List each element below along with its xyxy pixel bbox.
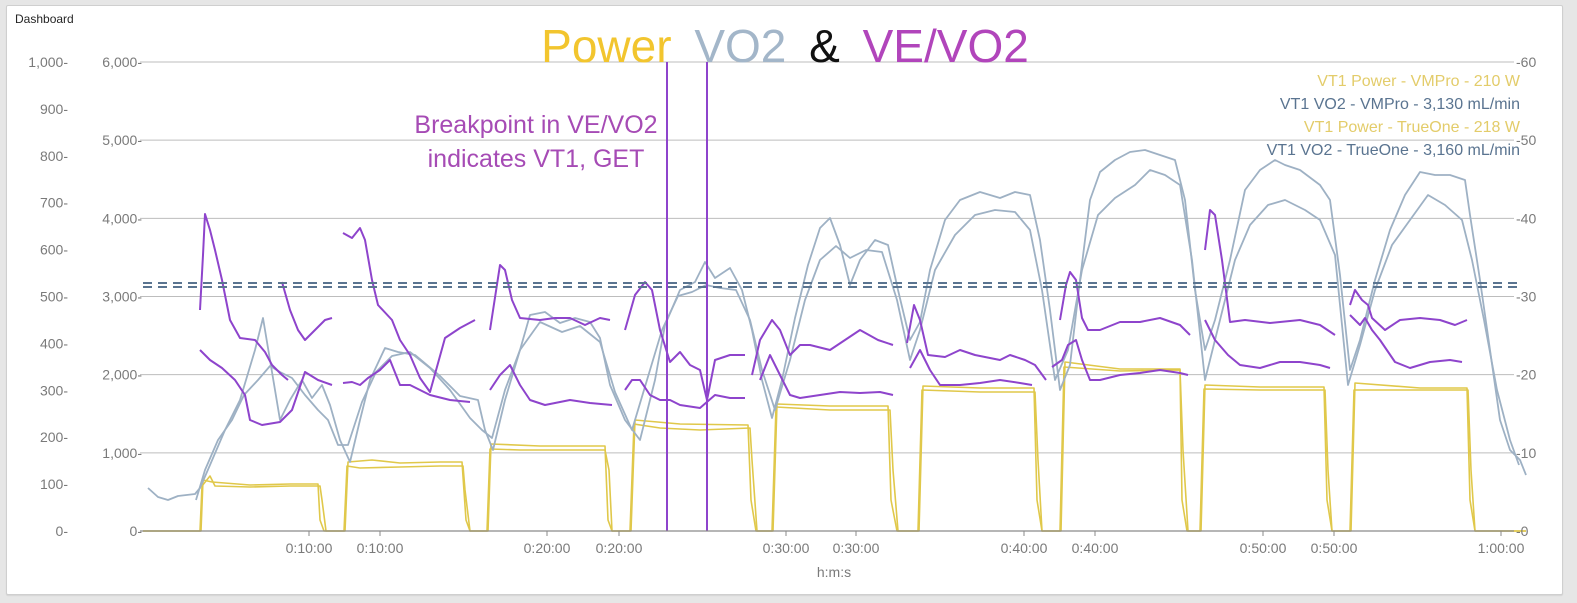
title-vo2: VO2 — [694, 20, 786, 72]
vevo2-line — [906, 304, 1047, 381]
annotation-line-1: Breakpoint in VE/VO2 — [414, 111, 657, 139]
power-line — [143, 361, 1526, 532]
vevo2-line — [342, 359, 471, 403]
vo2-tick: 4,000- — [102, 210, 142, 226]
vo2-axis: 6,000- 5,000- 4,000- 3,000- 2,000- 1,000- 0- — [102, 54, 142, 539]
vevo2-tick: -10 — [1516, 445, 1536, 461]
power-tick: 400- — [40, 335, 68, 351]
x-tick-label: 1:00:00 — [1478, 540, 1525, 556]
vevo2-tick: -0 — [1516, 523, 1529, 539]
x-tick-label: 0:30:00 — [833, 540, 880, 556]
power-tick: 200- — [40, 429, 68, 445]
power-line — [143, 366, 1526, 532]
vevo2-line — [1051, 339, 1189, 381]
vo2-series — [147, 149, 1527, 501]
panel-title: Dashboard — [15, 12, 74, 26]
vevo2-line — [199, 349, 333, 426]
power-tick: 300- — [40, 382, 68, 398]
power-tick: 900- — [40, 101, 68, 117]
vt1-reference-lines — [143, 282, 1520, 288]
x-tick-label: 0:30:00 — [763, 540, 810, 556]
power-tick: 1,000- — [28, 54, 68, 70]
vevo2-line — [1059, 271, 1191, 336]
vevo2-tick: -20 — [1516, 367, 1536, 383]
vevo2-line — [281, 281, 333, 341]
annotation-line-2: indicates VT1, GET — [428, 145, 645, 173]
legend-vt1-power-vmpro: VT1 Power - VMPro - 210 W — [1317, 73, 1521, 90]
legend-vt1-power-trueone: VT1 Power - TrueOne - 218 W — [1304, 119, 1521, 136]
vevo2-line — [489, 364, 613, 406]
vo2-tick: 1,000- — [102, 445, 142, 461]
legend-vt1-vo2-vmpro: VT1 VO2 - VMPro - 3,130 mL/min — [1280, 96, 1520, 113]
vevo2-line — [909, 349, 1033, 386]
vevo2-line — [751, 319, 894, 376]
vo2-line — [147, 149, 1527, 501]
vevo2-line — [1204, 319, 1331, 369]
title-vevo2: VE/VO2 — [863, 20, 1029, 72]
x-axis-ticks: 0:10:00 0:10:00 0:20:00 0:20:00 0:30:00 0:30:… — [286, 531, 1525, 556]
x-tick-label: 0:50:00 — [1311, 540, 1358, 556]
vo2-tick: 0- — [130, 523, 143, 539]
vevo2-tick: -40 — [1516, 210, 1536, 226]
power-tick: 100- — [40, 476, 68, 492]
x-tick-label: 0:10:00 — [357, 540, 404, 556]
power-tick: 800- — [40, 148, 68, 164]
vevo2-line — [342, 227, 476, 393]
vevo2-line — [1204, 209, 1336, 336]
chart-title: Power VO2 & VE/VO2 — [541, 20, 1029, 72]
x-tick-label: 0:40:00 — [1072, 540, 1119, 556]
vevo2-tick: -30 — [1516, 289, 1536, 305]
vevo2-series — [199, 209, 1468, 426]
legend-vt1-vo2-trueone: VT1 VO2 - TrueOne - 3,160 mL/min — [1267, 142, 1520, 159]
breakpoint-markers — [666, 62, 708, 531]
vo2-tick: 6,000- — [102, 54, 142, 70]
vevo2-axis: -60 -50 -40 -30 -20 -10 -0 — [1516, 54, 1536, 539]
x-tick-label: 0:20:00 — [596, 540, 643, 556]
vevo2-line — [624, 379, 745, 409]
vo2-tick: 3,000- — [102, 289, 142, 305]
power-tick: 700- — [40, 195, 68, 211]
vevo2-tick: -60 — [1516, 54, 1536, 70]
title-ampersand: & — [809, 20, 840, 72]
vevo2-line — [759, 354, 894, 399]
vo2-tick: 2,000- — [102, 367, 142, 383]
vevo2-line — [1349, 314, 1463, 369]
vevo2-line — [199, 213, 289, 381]
x-tick-label: 0:50:00 — [1240, 540, 1287, 556]
vevo2-line — [1349, 289, 1468, 331]
grid-lines — [140, 61, 1514, 454]
legend: VT1 Power - VMPro - 210 W VT1 VO2 - VMPr… — [1267, 73, 1521, 159]
vo2-line — [195, 169, 1520, 501]
vevo2-tick: -50 — [1516, 132, 1536, 148]
dashboard-panel: Dashboard — [6, 5, 1563, 595]
power-series — [143, 361, 1526, 532]
power-tick: 500- — [40, 289, 68, 305]
vevo2-line — [624, 281, 745, 401]
power-tick: 0- — [56, 523, 69, 539]
title-power: Power — [541, 20, 671, 72]
vevo2-line — [489, 264, 611, 331]
power-axis: 1,000- 900- 800- 700- 600- 500- 400- 300- 200- 10… — [28, 54, 68, 539]
power-tick: 600- — [40, 242, 68, 258]
x-tick-label: 0:10:00 — [286, 540, 333, 556]
x-tick-label: 0:40:00 — [1001, 540, 1048, 556]
vo2-tick: 5,000- — [102, 132, 142, 148]
x-axis-label: h:m:s — [817, 564, 851, 580]
x-tick-label: 0:20:00 — [524, 540, 571, 556]
